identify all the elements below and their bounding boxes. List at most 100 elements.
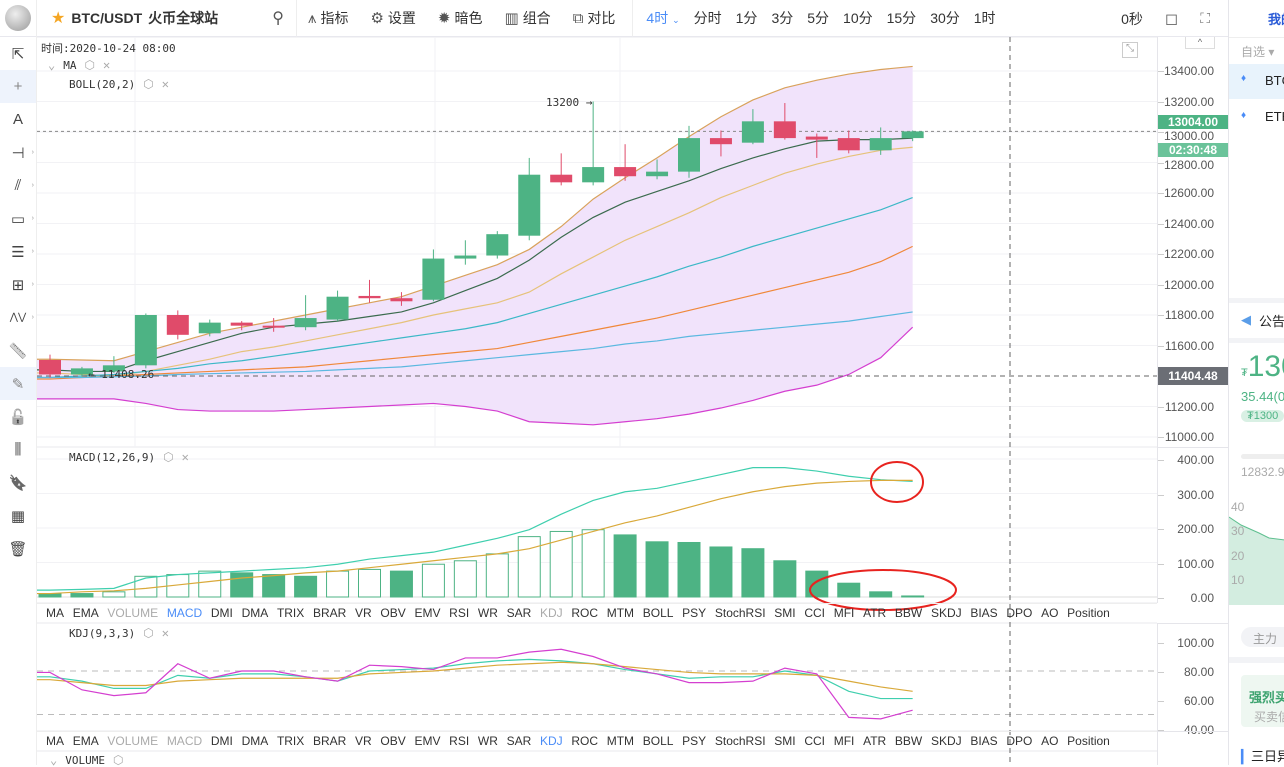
tool-gear[interactable]: ⚙ 设置 <box>359 0 426 37</box>
tab-skdj[interactable]: SKDJ <box>930 734 962 748</box>
tab-rsi[interactable]: RSI <box>449 734 470 748</box>
tab-brar[interactable]: BRAR <box>312 734 347 748</box>
settings-icon[interactable]: ⬡ <box>143 626 154 640</box>
tab-ao[interactable]: AO <box>1041 606 1059 620</box>
tab-trix[interactable]: TRIX <box>276 734 305 748</box>
tab-sar[interactable]: SAR <box>506 734 532 748</box>
tool-trash[interactable]: 🗑 <box>0 532 36 565</box>
tab-brar[interactable]: BRAR <box>312 606 347 620</box>
tab-bias[interactable]: BIAS <box>970 606 998 620</box>
tab-obv[interactable]: OBV <box>380 606 406 620</box>
tab-ma[interactable]: MA <box>46 606 64 620</box>
tab-kdj[interactable]: KDJ <box>539 734 563 748</box>
tool-text[interactable]: A <box>0 103 36 136</box>
period-1[interactable]: 分时 <box>687 8 729 28</box>
tab-dma[interactable]: DMA <box>241 734 269 748</box>
tool-parallel-lines[interactable]: ☰ › <box>11 243 34 261</box>
tab-atr[interactable]: ATR <box>863 606 887 620</box>
tool-compare[interactable]: ⧉ 对比 <box>562 0 627 37</box>
tool-ray[interactable]: ⫽ › <box>14 177 34 194</box>
tab-vr[interactable]: VR <box>355 734 372 748</box>
tab-trix[interactable]: TRIX <box>276 606 305 620</box>
tab-mine[interactable]: 我的 <box>1268 12 1284 27</box>
tab-roc[interactable]: ROC <box>571 734 599 748</box>
tab-position[interactable]: Position <box>1067 606 1110 620</box>
tab-ao[interactable]: AO <box>1041 734 1059 748</box>
tab-emv[interactable]: EMV <box>414 606 441 620</box>
tab-bbw[interactable]: BBW <box>894 734 923 748</box>
close-icon[interactable]: ✕ <box>161 626 169 640</box>
fullscreen-icon[interactable]: ⛶ <box>1200 10 1210 26</box>
tool-grid[interactable]: ⊞ › <box>11 276 34 294</box>
settings-icon[interactable]: ⬡ <box>84 58 95 72</box>
close-icon[interactable]: ✕ <box>161 77 169 91</box>
tab-rsi[interactable]: RSI <box>449 606 470 620</box>
main-force-button[interactable]: 主力 <box>1241 627 1284 647</box>
tab-skdj[interactable]: SKDJ <box>930 606 962 620</box>
tab-psy[interactable]: PSY <box>682 606 707 620</box>
collapse-icon[interactable]: ⌄ <box>48 58 56 72</box>
tab-position[interactable]: Position <box>1067 734 1110 748</box>
tab-volume[interactable]: VOLUME <box>107 734 159 748</box>
tool-bars[interactable]: ⫼ <box>0 433 36 466</box>
tab-macd[interactable]: MACD <box>166 734 203 748</box>
scroll-up-icon[interactable]: ^ <box>1185 37 1215 49</box>
tab-cci[interactable]: CCI <box>804 606 825 620</box>
tab-dma[interactable]: DMA <box>241 606 269 620</box>
tool-calendar[interactable]: ▦ <box>0 499 36 532</box>
tab-psy[interactable]: PSY <box>682 734 707 748</box>
expand-icon[interactable]: ⤡ <box>1122 42 1138 58</box>
tool-ruler[interactable]: 📏 <box>0 334 36 367</box>
tool-indicator[interactable]: ⩚ 指标 <box>297 0 359 37</box>
tab-dmi[interactable]: DMI <box>210 606 233 620</box>
tab-emv[interactable]: EMV <box>414 734 441 748</box>
chart-canvas[interactable] <box>0 0 1228 765</box>
settings-icon[interactable]: ⬡ <box>112 753 124 767</box>
tab-mfi[interactable]: MFI <box>833 734 855 748</box>
tab-roc[interactable]: ROC <box>571 606 599 620</box>
period-4[interactable]: 5分 <box>800 8 836 28</box>
macd-axis[interactable]: 400.00 300.00 200.00 100.00 0.00 <box>1157 447 1228 604</box>
collapse-icon[interactable]: ⌄ <box>50 753 58 767</box>
price-axis[interactable]: 13400.00 13200.00 13000.00 12800.00 12600.00… <box>1157 37 1228 447</box>
symbol-selector[interactable]: ★ BTC/USDT 火币全球站 ⚲ <box>37 0 297 37</box>
tool-sun[interactable]: ✹ 暗色 <box>427 0 494 37</box>
period-8[interactable]: 1时 <box>967 8 1003 28</box>
tab-kdj[interactable]: KDJ <box>539 606 563 620</box>
close-icon[interactable]: ✕ <box>181 450 189 464</box>
tab-ma[interactable]: MA <box>46 734 64 748</box>
period-2[interactable]: 1分 <box>729 8 765 28</box>
tab-dmi[interactable]: DMI <box>210 734 233 748</box>
close-icon[interactable]: ✕ <box>102 58 111 72</box>
star-icon[interactable]: ★ <box>51 10 66 27</box>
tab-volume[interactable]: VOLUME <box>107 606 159 620</box>
period-7[interactable]: 30分 <box>923 8 967 28</box>
tab-atr[interactable]: ATR <box>863 734 887 748</box>
period-0[interactable]: 4时 ⌄ <box>639 8 686 28</box>
tab-boll[interactable]: BOLL <box>642 734 674 748</box>
tab-cci[interactable]: CCI <box>804 734 825 748</box>
search-icon[interactable]: ⚲ <box>272 10 284 27</box>
period-5[interactable]: 10分 <box>836 8 880 28</box>
tool-bookmark[interactable]: 🔖 <box>0 466 36 499</box>
tab-stochrsi[interactable]: StochRSI <box>714 606 766 620</box>
tab-smi[interactable]: SMI <box>774 606 796 620</box>
kdj-axis[interactable]: 100.00 80.00 60.00 40.00 <box>1157 623 1228 736</box>
settings-icon[interactable]: ⬡ <box>143 77 154 91</box>
tab-mfi[interactable]: MFI <box>833 606 855 620</box>
tab-obv[interactable]: OBV <box>380 734 406 748</box>
camera-icon[interactable]: ◻ <box>1164 10 1179 28</box>
notice-label[interactable]: 公告 <box>1259 314 1284 329</box>
tab-boll[interactable]: BOLL <box>642 606 674 620</box>
tab-macd[interactable]: MACD <box>166 606 203 620</box>
period-6[interactable]: 15分 <box>880 8 924 28</box>
coin-eth[interactable]: ETH <box>1265 109 1284 124</box>
coin-row-btc[interactable] <box>1229 64 1284 99</box>
tab-bbw[interactable]: BBW <box>894 606 923 620</box>
tab-mtm[interactable]: MTM <box>606 606 635 620</box>
tab-sar[interactable]: SAR <box>506 606 532 620</box>
tab-dpo[interactable]: DPO <box>1006 734 1033 748</box>
tab-mtm[interactable]: MTM <box>606 734 635 748</box>
period-3[interactable]: 3分 <box>764 8 800 28</box>
tab-ema[interactable]: EMA <box>72 734 99 748</box>
